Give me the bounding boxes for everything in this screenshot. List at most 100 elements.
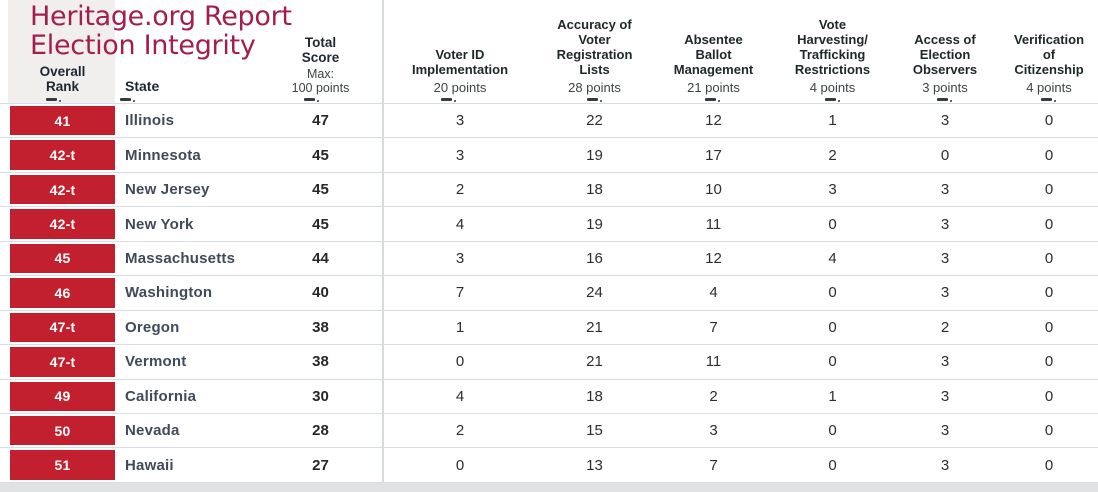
points-value: 12 (705, 249, 722, 267)
total-score-label: Total Score (301, 35, 340, 65)
rank-badge: 50 (10, 415, 115, 446)
points-value: 0 (1044, 353, 1054, 371)
points-value: 11 (705, 353, 722, 371)
points-value: 2 (828, 146, 837, 164)
rank-cell: 42-t (10, 173, 115, 206)
rank-badge: 45 (10, 243, 115, 274)
total-score-value: 30 (312, 387, 329, 405)
page-title-line2: Election Integrity (30, 30, 256, 61)
column-header-label: Verification of Citizenship (1013, 32, 1085, 77)
cutoff-text-fragment (1041, 97, 1057, 103)
rank-badge: 42-t (10, 174, 115, 205)
points-value: 2 (455, 181, 465, 199)
points-value: 1 (828, 112, 837, 130)
points-value: 2 (709, 387, 718, 405)
points-value: 0 (1044, 284, 1054, 302)
table-row: 41 Illinois 47 3 22 12 1 3 0 (0, 104, 1098, 139)
cutoff-text-fragment (937, 97, 953, 103)
table-row: 51 Hawaii 27 0 13 7 0 3 0 (0, 448, 1098, 483)
points-value: 0 (1044, 456, 1054, 474)
state-name: Massachusetts (125, 249, 236, 267)
column-header-label: Access of Election Observers (912, 32, 978, 77)
points-value: 0 (1044, 146, 1054, 164)
points-value: 4 (455, 215, 465, 233)
state-header: State (125, 78, 160, 94)
points-value: 3 (709, 422, 718, 440)
rank-badge: 42-t (10, 140, 115, 170)
total-score-max-points: 100 points (291, 80, 350, 95)
total-score-value: 45 (312, 146, 329, 164)
column-header: Voter ID Implementation 20 points (383, 47, 537, 103)
table-row: 47-t Oregon 38 1 21 7 0 2 0 (0, 311, 1098, 346)
table-row: 49 California 30 4 18 2 1 3 0 (0, 380, 1098, 414)
points-value: 0 (828, 318, 837, 336)
page-title: Heritage.org Report Election Integrity (30, 2, 292, 60)
rank-badge: 42-t (10, 209, 115, 239)
points-value: 19 (586, 215, 603, 233)
rank-cell: 49 (10, 380, 115, 413)
column-header-points: 21 points (687, 80, 740, 95)
rank-cell: 42-t (10, 138, 115, 171)
column-header-label: Absentee Ballot Management (673, 32, 754, 77)
points-value: 3 (940, 181, 950, 199)
page-title-line1: Heritage.org Report (30, 1, 292, 32)
rank-cell: 50 (10, 414, 115, 447)
total-score-max-label: Max: (306, 67, 335, 81)
points-value: 0 (1044, 215, 1054, 233)
points-value: 11 (705, 215, 722, 233)
column-header: Absentee Ballot Management 21 points (652, 32, 775, 103)
points-value: 21 (586, 353, 603, 371)
points-value: 0 (455, 353, 465, 371)
column-header-points: 3 points (922, 80, 968, 95)
points-value: 0 (828, 284, 837, 302)
points-value: 1 (455, 318, 465, 336)
points-value: 10 (705, 181, 722, 199)
state-name: Minnesota (125, 146, 201, 164)
overall-rank-header: Overall Rank (39, 64, 86, 94)
cutoff-text-fragment (825, 97, 841, 103)
column-header: Verification of Citizenship 4 points (1000, 32, 1098, 103)
bottom-edge-strip (0, 483, 1098, 492)
points-value: 3 (940, 456, 950, 474)
points-value: 15 (586, 422, 603, 440)
state-name: Vermont (125, 353, 187, 371)
table-row: 45 Massachusetts 44 3 16 12 4 3 0 (0, 242, 1098, 277)
column-header: Vote Harvesting/ Trafficking Restriction… (775, 17, 890, 103)
points-value: 0 (1044, 387, 1054, 405)
points-value: 2 (455, 422, 465, 440)
points-value: 0 (828, 456, 837, 474)
points-value: 3 (828, 181, 837, 199)
column-header: Access of Election Observers 3 points (890, 32, 1000, 103)
state-name: Oregon (125, 318, 180, 336)
cutoff-text-fragment (304, 97, 320, 103)
points-value: 18 (586, 181, 603, 199)
points-value: 24 (586, 284, 603, 302)
column-header-points: 4 points (1026, 80, 1072, 95)
total-score-value: 47 (312, 112, 329, 130)
total-score-value: 28 (312, 422, 329, 440)
rank-cell: 47-t (10, 311, 115, 344)
points-value: 1 (828, 387, 837, 405)
state-name: Washington (125, 284, 213, 302)
points-value: 13 (586, 456, 603, 474)
points-value: 17 (705, 146, 722, 164)
points-value: 19 (586, 146, 603, 164)
cutoff-text-fragment (441, 97, 457, 103)
table-header: Overall Rank State Total Score Max: 100 … (0, 0, 1098, 103)
points-value: 0 (1044, 318, 1054, 336)
points-value: 0 (1044, 249, 1054, 267)
points-value: 0 (828, 353, 837, 371)
points-value: 3 (940, 112, 950, 130)
total-score-value: 45 (312, 215, 329, 233)
points-value: 3 (455, 146, 465, 164)
table-row: 47-t Vermont 38 0 21 11 0 3 0 (0, 345, 1098, 380)
table-row: 42-t Minnesota 45 3 19 17 2 0 0 (0, 138, 1098, 173)
state-name: Illinois (125, 112, 175, 130)
state-name: Nevada (125, 422, 180, 440)
total-score-value: 38 (312, 318, 329, 336)
points-value: 7 (709, 456, 718, 474)
state-name: Hawaii (125, 456, 174, 474)
rank-badge: 41 (10, 106, 115, 136)
cutoff-text-fragment (120, 97, 136, 103)
